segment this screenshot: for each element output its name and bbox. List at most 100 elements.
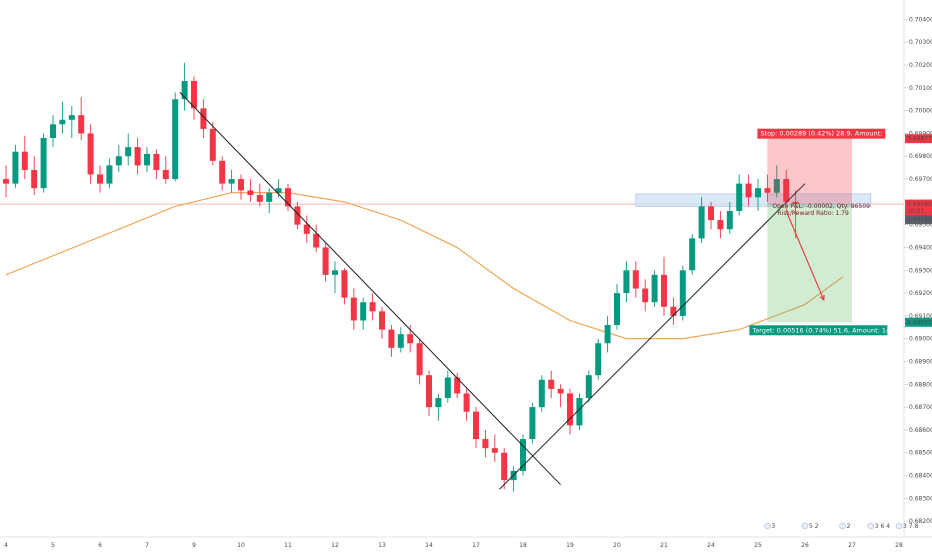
- candle-body: [275, 188, 282, 193]
- moving-average-line: [5, 192, 843, 340]
- candle-body: [134, 147, 141, 166]
- economic-event-flag-icon[interactable]: [867, 522, 875, 530]
- candle-body: [87, 133, 94, 175]
- candle-body: [162, 169, 169, 180]
- candle-body: [341, 270, 348, 298]
- y-tick-label: 0.69500: [909, 222, 932, 229]
- y-tick-label: 0.68800: [909, 381, 932, 388]
- economic-event-count: 3 6 4: [875, 523, 890, 530]
- candle-body: [115, 156, 122, 166]
- y-axis: 0.70400 0.70300 0.70200 0.70100 0.70000 0.699…: [904, 16, 932, 525]
- target-label-box: [749, 325, 888, 336]
- candle-body: [689, 238, 696, 271]
- price-tag-label: 0.69590: [907, 201, 932, 208]
- candle-body: [266, 192, 273, 202]
- candle-body: [623, 270, 630, 294]
- candle-body: [792, 201, 799, 205]
- economic-event-count: 3: [771, 523, 775, 530]
- event-icons[interactable]: 3 5 2 2 3 6 4 3 7 8: [764, 522, 918, 530]
- x-tick-label: 11: [284, 542, 292, 549]
- candle-body: [661, 274, 667, 307]
- candle-body: [350, 297, 357, 321]
- x-tick-label: 9: [192, 542, 196, 549]
- x-tick-label: 21: [660, 542, 668, 549]
- candle-body: [332, 270, 338, 275]
- candle-body: [153, 153, 160, 170]
- price-tag: [905, 134, 932, 144]
- candle-body: [78, 115, 85, 134]
- x-tick-label: 14: [425, 542, 433, 549]
- candle-body: [614, 293, 620, 326]
- candle-body: [303, 224, 310, 234]
- position-tool[interactable]: Stop: 0.00289 (0.42%) 28.9, Amount: 750 T…: [749, 128, 909, 336]
- candle-body: [698, 206, 705, 239]
- candle-body: [181, 80, 188, 100]
- trendline[interactable]: [499, 183, 806, 490]
- candle-body: [538, 379, 545, 408]
- candle-body: [557, 388, 564, 394]
- y-tick-label: 0.69300: [909, 267, 932, 274]
- candle-body: [529, 407, 536, 440]
- y-tick-label: 0.70400: [909, 16, 932, 23]
- economic-event-flag-icon[interactable]: [801, 522, 809, 530]
- x-tick-label: 7: [145, 542, 149, 549]
- x-tick-label: 17: [472, 542, 480, 549]
- y-tick-label: 0.69800: [909, 153, 932, 160]
- economic-event-count: 2: [847, 523, 851, 530]
- candle-body: [520, 439, 526, 471]
- trendlines-layer: [179, 92, 806, 490]
- y-tick-label: 0.68300: [909, 495, 932, 502]
- economic-event-flag-icon[interactable]: [764, 522, 771, 530]
- y-tick-label: 0.70100: [909, 85, 932, 92]
- candle-body: [585, 375, 592, 398]
- economic-event-count: 3 7 8: [903, 523, 918, 530]
- y-tick-label: 0.69100: [909, 313, 932, 320]
- candle-body: [219, 160, 226, 184]
- resistance-zone: [635, 193, 872, 207]
- y-tick-label: 0.69200: [909, 290, 932, 297]
- stop-zone: [767, 138, 852, 205]
- candle-body: [473, 411, 479, 440]
- candle-body: [360, 302, 367, 321]
- x-tick-label: 26: [801, 542, 809, 549]
- y-tick-label: 0.68900: [909, 359, 932, 366]
- economic-event-flag-icon[interactable]: [839, 522, 846, 530]
- candle-body: [670, 306, 677, 316]
- candle-body: [745, 183, 752, 198]
- price-tag-label: 10:51: [907, 208, 924, 215]
- y-tick-label: 0.69700: [909, 176, 932, 183]
- candle-body: [200, 108, 207, 129]
- candle-body: [482, 439, 489, 449]
- candle-body: [642, 288, 649, 303]
- x-tick-label: 24: [707, 542, 715, 549]
- price-tag-label: 0.69072: [907, 319, 932, 326]
- candle-body: [285, 188, 291, 207]
- x-tick-label: 25: [754, 542, 762, 549]
- target-label: Target: 0.00516 (0.74%) 51.6, Amount: 14…: [751, 326, 908, 334]
- trendline[interactable]: [179, 92, 561, 486]
- y-tick-label: 0.68600: [909, 427, 932, 434]
- candle-body: [416, 343, 423, 376]
- x-tick-label: 5: [51, 542, 55, 549]
- candle-body: [726, 210, 733, 230]
- y-tick-label: 0.69900: [909, 130, 932, 137]
- candle-body: [491, 448, 498, 453]
- price-tag-label: 0.69877: [907, 136, 932, 143]
- candle-body: [379, 311, 385, 330]
- candle-body: [773, 179, 780, 193]
- candle-body: [736, 183, 743, 211]
- candle-body: [576, 398, 583, 426]
- price-tag: [905, 215, 932, 225]
- y-tick-label: 0.69000: [909, 336, 932, 343]
- target-zone: [767, 204, 852, 323]
- candle-body: [755, 188, 761, 198]
- stop-label-box: [757, 128, 886, 139]
- x-tick-label: 12: [331, 542, 339, 549]
- economic-event-flag-icon[interactable]: [895, 522, 903, 530]
- candle-body: [191, 80, 197, 109]
- candle-body: [68, 115, 75, 120]
- candle-body: [454, 377, 461, 394]
- candle-body: [40, 138, 47, 189]
